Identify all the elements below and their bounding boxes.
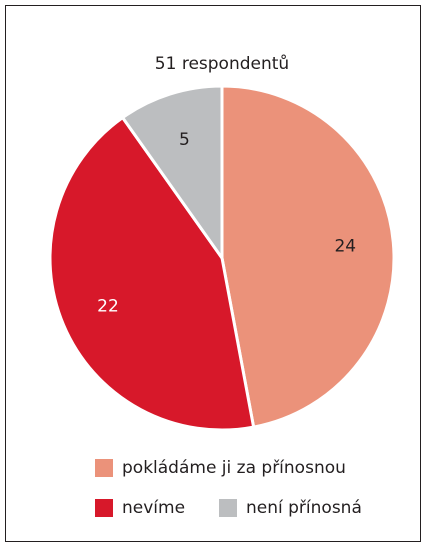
- pie-slice: [48, 115, 256, 432]
- pie-slice: [220, 84, 396, 429]
- data-label: 22: [97, 296, 119, 316]
- legend-label: není přínosná: [246, 498, 362, 518]
- data-label: 5: [179, 130, 190, 150]
- legend-label: nevíme: [122, 498, 185, 518]
- chart-title: 51 respondentů: [155, 54, 289, 74]
- pie-slice: [120, 84, 224, 263]
- legend-swatch: [95, 459, 113, 477]
- legend-swatch: [219, 499, 237, 517]
- legend-label: pokládáme ji za přínosnou: [122, 458, 346, 478]
- legend-swatch: [95, 499, 113, 517]
- data-label: 24: [334, 237, 356, 257]
